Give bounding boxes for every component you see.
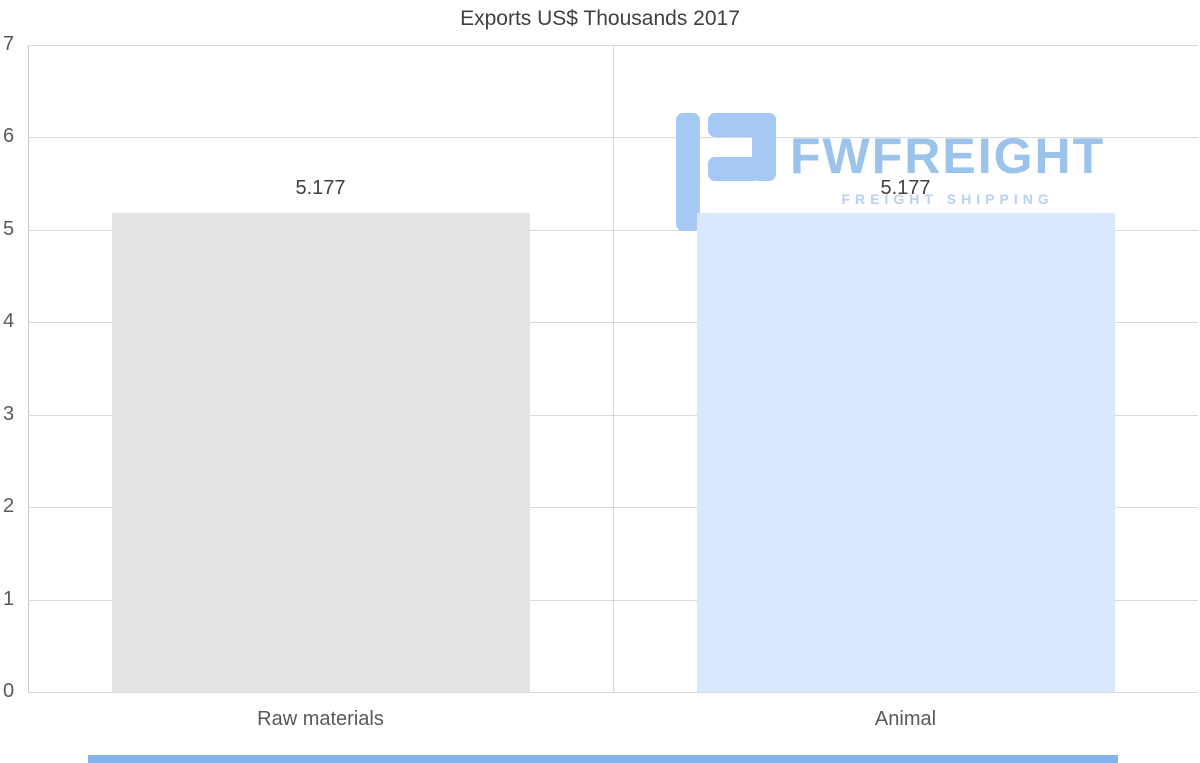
y-tick-label: 6 (3, 125, 15, 148)
bar-raw-materials (112, 213, 530, 692)
h-gridline (28, 45, 1198, 46)
x-category-label: Raw materials (257, 708, 384, 730)
h-gridline (28, 322, 1198, 324)
y-tick-label: 0 (3, 680, 15, 703)
y-tick-label: 5 (3, 217, 15, 240)
watermark-text: FWFREIGHT FREIGHT SHIPPING (790, 131, 1105, 207)
watermark-brand: FWFREIGHT (790, 128, 1106, 184)
y-tick-label: 4 (3, 310, 15, 333)
bar-value-label: 5.177 (295, 177, 346, 199)
y-tick-label: 1 (3, 587, 15, 610)
y-tick-label: 3 (3, 402, 15, 425)
y-axis-line (28, 45, 29, 692)
watermark-tagline: FREIGHT SHIPPING (841, 191, 1054, 207)
h-gridline (28, 229, 1198, 231)
h-gridline (28, 599, 1198, 601)
bar-value-label: 5.177 (880, 177, 931, 199)
y-tick-label: 2 (3, 495, 15, 518)
plot-area: FWFREIGHT FREIGHT SHIPPING 5.177 5.177 (28, 45, 1198, 693)
h-gridline (28, 414, 1198, 416)
h-gridline (28, 507, 1198, 509)
bar-animal (697, 213, 1115, 692)
v-gridline (613, 45, 614, 692)
h-gridline (28, 137, 1198, 139)
x-category-label: Animal (874, 708, 937, 730)
bottom-blue-strip (88, 755, 1118, 763)
y-tick-label: 7 (3, 33, 15, 56)
chart-title: Exports US$ Thousands 2017 (460, 7, 740, 30)
h-gridline (28, 692, 1198, 693)
